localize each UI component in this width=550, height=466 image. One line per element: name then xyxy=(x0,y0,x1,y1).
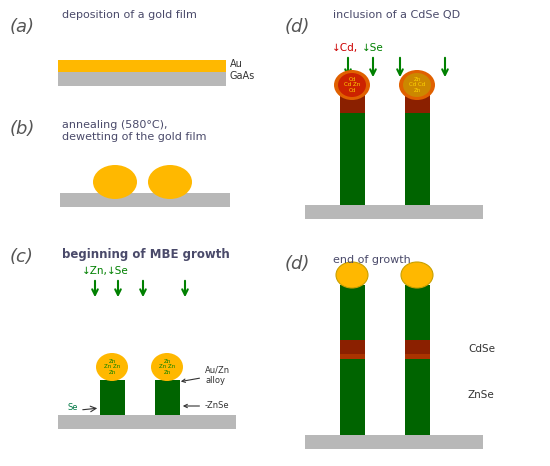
Text: Zn
Cd Cd
Zn: Zn Cd Cd Zn xyxy=(409,77,425,93)
Text: ↓Se: ↓Se xyxy=(362,43,384,53)
Bar xyxy=(100,380,125,415)
Text: (d): (d) xyxy=(285,18,310,36)
Ellipse shape xyxy=(148,165,192,199)
Bar xyxy=(340,95,365,205)
Bar xyxy=(340,285,365,435)
Bar xyxy=(305,435,483,449)
Text: Cd
Cd Zn
Cd: Cd Cd Zn Cd xyxy=(344,77,360,93)
Text: end of growth: end of growth xyxy=(333,255,411,265)
Text: Zn
Zn Zn
Zn: Zn Zn Zn Zn xyxy=(104,359,120,375)
Bar xyxy=(405,95,430,205)
Ellipse shape xyxy=(338,73,366,97)
Text: (a): (a) xyxy=(10,18,35,36)
Bar xyxy=(340,354,365,359)
Bar xyxy=(405,354,430,359)
Bar xyxy=(340,95,365,113)
Bar xyxy=(60,193,230,207)
Bar xyxy=(58,415,236,429)
Text: Au/Zn
alloy: Au/Zn alloy xyxy=(182,365,230,385)
Text: (c): (c) xyxy=(10,248,34,266)
Text: CdSe: CdSe xyxy=(468,344,495,354)
Bar xyxy=(155,380,180,415)
Bar xyxy=(405,285,430,435)
Text: (d): (d) xyxy=(285,255,310,273)
Text: deposition of a gold film: deposition of a gold film xyxy=(62,10,197,20)
Text: ↓Se: ↓Se xyxy=(107,266,129,276)
Ellipse shape xyxy=(401,262,433,288)
Bar xyxy=(340,340,365,354)
Text: Zn
Zn Zn
Zn: Zn Zn Zn Zn xyxy=(159,359,175,375)
Text: beginning of MBE growth: beginning of MBE growth xyxy=(62,248,230,261)
Text: (b): (b) xyxy=(10,120,35,138)
Ellipse shape xyxy=(336,262,368,288)
Ellipse shape xyxy=(96,353,128,381)
Bar xyxy=(58,60,226,72)
Text: ↓Zn,: ↓Zn, xyxy=(82,266,108,276)
Bar xyxy=(405,95,430,113)
Text: annealing (580°C),
dewetting of the gold film: annealing (580°C), dewetting of the gold… xyxy=(62,120,206,142)
Ellipse shape xyxy=(399,70,435,100)
Text: ↓Cd,: ↓Cd, xyxy=(332,43,358,53)
Text: Se: Se xyxy=(68,403,79,412)
Bar xyxy=(405,340,430,354)
Bar xyxy=(58,72,226,86)
Bar xyxy=(305,205,483,219)
Text: ZnSe: ZnSe xyxy=(468,390,495,400)
Ellipse shape xyxy=(334,70,370,100)
Text: GaAs: GaAs xyxy=(230,71,255,81)
Text: -ZnSe: -ZnSe xyxy=(184,402,230,411)
Text: inclusion of a CdSe QD: inclusion of a CdSe QD xyxy=(333,10,460,20)
Text: Au: Au xyxy=(230,59,243,69)
Ellipse shape xyxy=(93,165,137,199)
Ellipse shape xyxy=(403,73,431,97)
Ellipse shape xyxy=(151,353,183,381)
